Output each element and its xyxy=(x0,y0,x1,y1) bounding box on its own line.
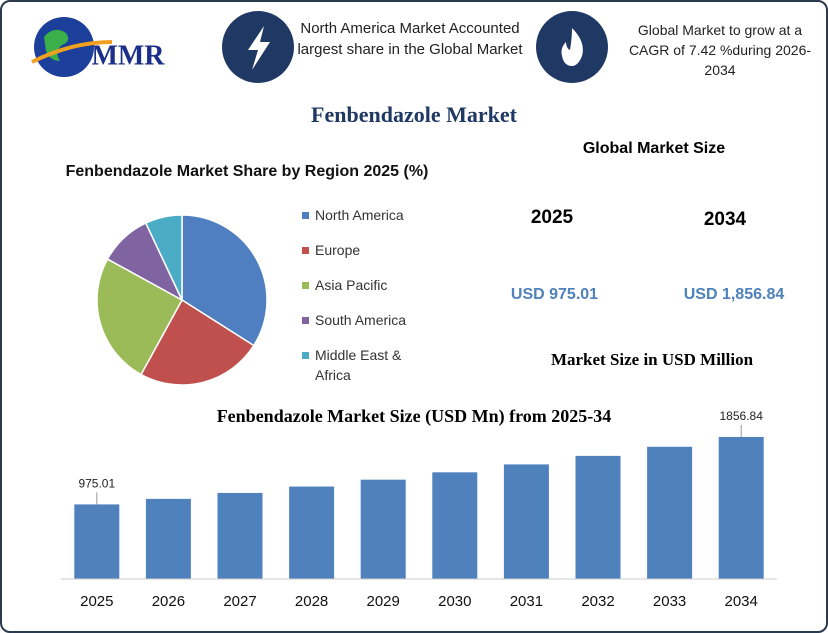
logo-globe xyxy=(34,17,94,77)
legend-label: Europe xyxy=(315,242,361,258)
x-tick-label: 2025 xyxy=(80,593,113,610)
legend-label: South America xyxy=(315,312,407,328)
logo-swoosh xyxy=(31,40,113,64)
bar xyxy=(289,486,335,579)
bar xyxy=(575,455,621,579)
flame-icon xyxy=(561,28,583,66)
year-label: 2034 xyxy=(703,209,747,230)
legend-swatch xyxy=(302,282,309,289)
x-tick-label: 2034 xyxy=(725,593,758,610)
legend-label: North America xyxy=(315,207,404,223)
legend-swatch xyxy=(302,212,309,219)
legend-label: Middle East & Africa xyxy=(315,347,402,383)
bar xyxy=(647,446,693,579)
x-tick-label: 2032 xyxy=(581,593,614,610)
legend-label: Asia Pacific xyxy=(315,277,388,293)
bar xyxy=(432,472,478,579)
x-tick-label: 2026 xyxy=(152,593,185,610)
size-value: USD 1,856.84 xyxy=(683,286,785,303)
x-tick-label: 2031 xyxy=(510,593,543,610)
data-label: 1856.84 xyxy=(720,409,764,423)
x-tick-label: 2028 xyxy=(295,593,328,610)
header-text: Global Market to grow at a CAGR of 7.42 … xyxy=(628,22,812,78)
bar xyxy=(503,464,549,579)
lightning-icon xyxy=(248,26,270,70)
x-tick-label: 2030 xyxy=(438,593,471,610)
bar xyxy=(718,436,764,579)
size-value: USD 975.01 xyxy=(510,286,599,303)
x-tick-label: 2027 xyxy=(223,593,256,610)
logo-text: MMR xyxy=(91,40,165,71)
pie-slice xyxy=(96,258,184,376)
pie-slice xyxy=(144,214,183,301)
legend-swatch xyxy=(302,317,309,324)
bar xyxy=(360,479,406,579)
x-tick-label: 2029 xyxy=(367,593,400,610)
year-label: 2025 xyxy=(530,207,574,228)
header-text: North America Market Accounted largest s… xyxy=(297,20,523,58)
data-label: 975.01 xyxy=(78,477,115,491)
page-title: Fenbendazole Market xyxy=(311,102,517,127)
pie-slice xyxy=(140,298,255,386)
bar xyxy=(217,492,263,579)
legend-swatch xyxy=(302,352,309,359)
bar xyxy=(74,504,120,579)
size-unit: Market Size in USD Million xyxy=(550,350,754,369)
pie-title: Fenbendazole Market Share by Region 2025… xyxy=(65,163,429,180)
bar xyxy=(145,498,191,579)
legend-swatch xyxy=(302,247,309,254)
x-tick-label: 2033 xyxy=(653,593,686,610)
size-title: Global Market Size xyxy=(582,140,726,157)
bar-title: Fenbendazole Market Size (USD Mn) from 2… xyxy=(216,406,612,426)
